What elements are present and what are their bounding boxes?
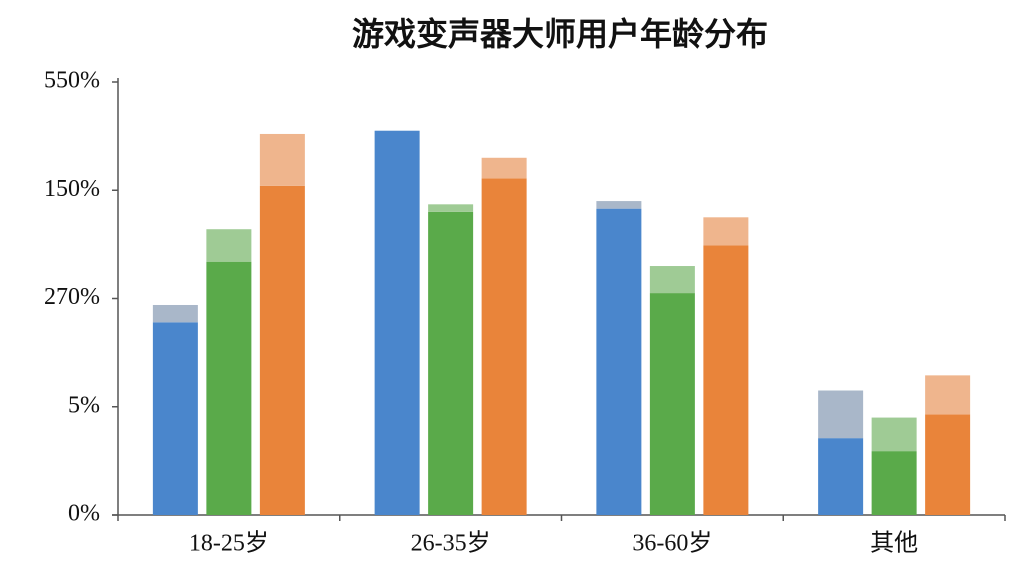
y-tick-label: 550% xyxy=(44,68,100,94)
bar xyxy=(428,211,474,515)
bar-cap xyxy=(871,417,917,452)
bar-cap xyxy=(428,204,474,212)
bar xyxy=(649,293,695,515)
bar xyxy=(818,438,864,515)
x-tick-label: 26-35岁 xyxy=(411,530,491,557)
bar-cap xyxy=(925,375,971,415)
bar xyxy=(703,245,749,515)
bar xyxy=(152,322,198,515)
bar xyxy=(374,130,420,515)
bar xyxy=(206,261,252,515)
chart-title: 游戏变声器大师用户年龄分布 xyxy=(352,15,768,53)
bar-cap xyxy=(206,229,252,262)
x-tick-label: 36-60岁 xyxy=(632,530,712,557)
bar-cap xyxy=(259,133,305,186)
bar-cap xyxy=(152,304,198,323)
x-tick-label: 18-25岁 xyxy=(189,530,269,557)
y-tick-label: 0% xyxy=(68,501,100,527)
bar-cap xyxy=(596,201,642,209)
y-tick-label: 150% xyxy=(44,176,100,202)
bar xyxy=(259,185,305,516)
bar-cap xyxy=(481,157,527,179)
bar xyxy=(925,414,971,515)
bar-cap xyxy=(649,266,695,294)
bar xyxy=(871,451,917,515)
bar-cap xyxy=(818,390,864,439)
x-tick-label: 其他 xyxy=(870,530,918,557)
y-tick-label: 5% xyxy=(68,392,100,418)
bar xyxy=(481,178,527,515)
bar-cap xyxy=(703,217,749,246)
y-tick-label: 270% xyxy=(44,284,100,310)
bar xyxy=(596,208,642,515)
